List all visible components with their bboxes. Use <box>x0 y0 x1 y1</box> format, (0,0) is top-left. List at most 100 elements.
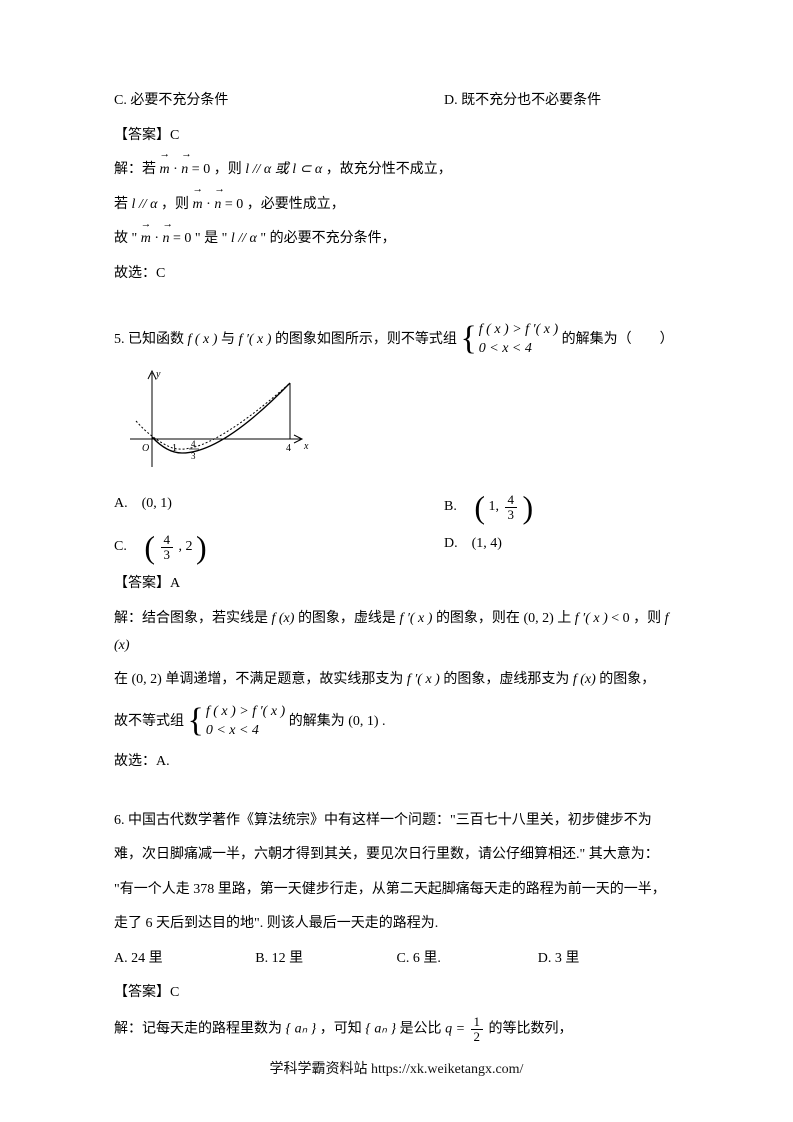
q4-solution-line3: 故 " m · n = 0 " 是 " l // α " 的必要不充分条件， <box>114 226 679 253</box>
origin-label: O <box>142 443 149 454</box>
text: 故不等式组 <box>114 714 188 729</box>
q4-option-d: D. 既不充分也不必要条件 <box>444 88 679 115</box>
dot: · <box>203 197 215 212</box>
text: ，可知 <box>320 1021 366 1036</box>
q5-solution-line2: 在 (0, 2) 单调递增，不满足题意，故实线那支为 f ′( x ) 的图象，… <box>114 667 679 694</box>
q4-answer-label: 【答案】C <box>114 123 679 150</box>
text: B. <box>444 500 471 515</box>
fpx: f ′( x ) <box>399 611 432 626</box>
text: 与 <box>221 331 239 346</box>
ineq-top: f ( x ) > f ′( x ) <box>479 320 558 340</box>
q6-solution: 解：记每天走的路程里数为 { aₙ } ，可知 { aₙ } 是公比 q = 1… <box>114 1015 679 1043</box>
tick-43-den: 3 <box>191 451 196 461</box>
dot: · <box>170 162 182 177</box>
vec-n: n <box>181 157 188 184</box>
q5-option-c: C. ( 43 , 2 ) <box>114 531 444 563</box>
text: 的解集为 <box>289 714 349 729</box>
q4-options-cd: C. 必要不充分条件 D. 既不充分也不必要条件 <box>114 88 679 115</box>
text: ，则 <box>214 162 246 177</box>
interval: (0, 2) <box>523 611 553 626</box>
fx: f (x) <box>272 611 295 626</box>
vec-n: n <box>163 226 170 253</box>
text: " 的必要不充分条件， <box>260 231 395 246</box>
q5-options-ab: A. (0, 1) B. ( 1, 43 ) <box>114 491 679 523</box>
vec-m: m <box>160 157 170 184</box>
q6-stem-line2: 难，次日脚痛减一半，六朝才得到其关，要见次日行里数，请公仔细算相还." 其大意为… <box>114 842 679 869</box>
brace-icon: { <box>188 704 204 738</box>
q6-option-d: D. 3 里 <box>538 946 679 973</box>
text: C. <box>114 540 141 555</box>
frac-4-3: 43 <box>505 493 518 521</box>
fpx: f ′( x ) <box>407 672 440 687</box>
text: 上 <box>557 611 575 626</box>
q6-stem-line4: 走了 6 天后到达目的地". 则该人最后一天走的路程为. <box>114 911 679 938</box>
vec-m: m <box>193 192 203 219</box>
lparen-icon: ( <box>474 489 485 525</box>
l-par-alpha: l // α 或 l ⊂ α <box>245 162 322 177</box>
q4-solution-line2: 若 l // α ，则 m · n = 0 ，必要性成立， <box>114 192 679 219</box>
mn-eq0: m · n = 0 <box>141 231 195 246</box>
seq-an: { aₙ } <box>365 1021 396 1036</box>
text: 的解集为（ ） <box>562 331 674 346</box>
q6-answer-label: 【答案】C <box>114 980 679 1007</box>
q4-solution-line1: 解：若 m · n = 0 ，则 l // α 或 l ⊂ α ，故充分性不成立… <box>114 157 679 184</box>
q6-stem-line3: "有一个人走 378 里路，第一天健步行走，从第二天起脚痛每天走的路程为前一天的… <box>114 877 679 904</box>
text: 解：结合图象，若实线是 <box>114 611 272 626</box>
q5-graph: O y x 1 4 4 3 <box>122 367 679 482</box>
dot: · <box>151 231 163 246</box>
text: 1, <box>489 500 503 515</box>
l-par-alpha: l // α <box>231 231 257 246</box>
text: , 2 <box>179 540 193 555</box>
q5-conclude: 故选：A. <box>114 749 679 776</box>
answer-interval: (0, 1) <box>348 714 378 729</box>
q5-solution-line1: 解：结合图象，若实线是 f (x) 的图象，虚线是 f ′( x ) 的图象，则… <box>114 606 679 659</box>
text: ，必要性成立， <box>247 197 345 212</box>
text: 的图象，则在 <box>436 611 524 626</box>
text: 单调递增，不满足题意，故实线那支为 <box>165 672 407 687</box>
ineq-bot: 0 < x < 4 <box>479 339 558 359</box>
lparen-icon: ( <box>144 529 155 565</box>
tick-1: 1 <box>172 443 177 454</box>
fpx: f ′( x ) <box>575 611 608 626</box>
tick-4: 4 <box>286 443 291 454</box>
q5-stem: 5. 已知函数 f ( x ) 与 f ′( x ) 的图象如图所示，则不等式组… <box>114 320 679 359</box>
seq-an: { aₙ } <box>286 1021 317 1036</box>
q6-options: A. 24 里 B. 12 里 C. 6 里. D. 3 里 <box>114 946 679 973</box>
text: 故 " <box>114 231 141 246</box>
q6-stem-line1: 6. 中国古代数学著作《算法统宗》中有这样一个问题："三百七十八里关，初步健步不… <box>114 808 679 835</box>
q5-option-a: A. (0, 1) <box>114 491 444 523</box>
rparen-icon: ) <box>523 489 534 525</box>
text: ，则 <box>633 611 665 626</box>
eq0: = 0 <box>188 162 210 177</box>
q5-option-b: B. ( 1, 43 ) <box>444 491 679 523</box>
text: 解：记每天走的路程里数为 <box>114 1021 286 1036</box>
q4-option-c: C. 必要不充分条件 <box>114 88 444 115</box>
eq0: = 0 <box>170 231 192 246</box>
text: ，则 <box>161 197 193 212</box>
text: 的等比数列， <box>489 1021 573 1036</box>
q6-option-b: B. 12 里 <box>255 946 396 973</box>
ineq-top: f ( x ) > f ′( x ) <box>206 702 285 722</box>
text: 若 <box>114 197 132 212</box>
x-label: x <box>303 441 309 452</box>
q5-options-cd: C. ( 43 , 2 ) D. (1, 4) <box>114 531 679 563</box>
rparen-icon: ) <box>196 529 207 565</box>
text: 在 <box>114 672 132 687</box>
text: 解：若 <box>114 162 160 177</box>
lt0: < 0 <box>611 611 629 626</box>
ineq-bot: 0 < x < 4 <box>206 721 285 741</box>
q4-conclude: 故选：C <box>114 261 679 288</box>
text: 是公比 <box>400 1021 446 1036</box>
q5-answer-label: 【答案】A <box>114 571 679 598</box>
q6-option-a: A. 24 里 <box>114 946 255 973</box>
fx: f (x) <box>573 672 596 687</box>
y-label: y <box>155 369 161 380</box>
frac-1-2: 12 <box>471 1015 484 1043</box>
q-eq: q = <box>445 1021 468 1036</box>
q5-solution-line3: 故不等式组 { f ( x ) > f ′( x ) 0 < x < 4 的解集… <box>114 702 679 741</box>
inequality-system: { f ( x ) > f ′( x ) 0 < x < 4 <box>188 702 286 741</box>
q6-option-c: C. 6 里. <box>397 946 538 973</box>
brace-icon: { <box>460 322 476 356</box>
text: 的图象，虚线那支为 <box>443 672 573 687</box>
fx: f ( x ) <box>188 331 218 346</box>
